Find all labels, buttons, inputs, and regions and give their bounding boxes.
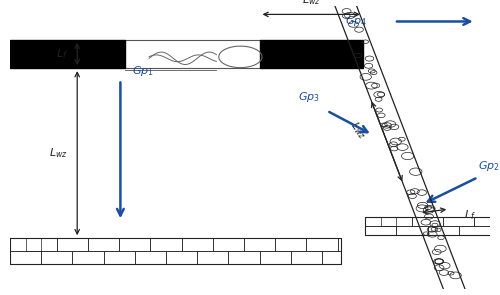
Bar (57, 238, 88, 251)
Bar (197, 251, 228, 264)
Bar (26, 238, 57, 251)
Text: $L_{wz}$: $L_{wz}$ (347, 119, 370, 142)
Bar (10, 238, 341, 264)
Text: $L_f$: $L_f$ (56, 47, 68, 61)
Bar (41, 251, 72, 264)
Text: $L_{wz}$: $L_{wz}$ (302, 0, 320, 7)
Bar (104, 251, 135, 264)
Bar (322, 251, 341, 264)
Bar (88, 238, 119, 251)
Text: $Gp_2$: $Gp_2$ (478, 159, 500, 173)
Bar (291, 251, 322, 264)
Text: $Gp_1$: $Gp_1$ (132, 64, 154, 78)
Bar (443, 217, 474, 226)
Text: $L_{wz}$: $L_{wz}$ (49, 146, 68, 160)
Text: $Gp_3$: $Gp_3$ (298, 90, 320, 104)
Bar (260, 40, 363, 68)
Bar (228, 251, 260, 264)
Text: $Gp_4$: $Gp_4$ (346, 14, 368, 29)
Bar (365, 217, 495, 235)
Bar (260, 251, 291, 264)
Bar (10, 251, 41, 264)
Bar (182, 238, 213, 251)
Bar (412, 217, 443, 226)
Bar (490, 226, 495, 235)
Bar (213, 238, 244, 251)
Bar (244, 238, 275, 251)
Bar (365, 226, 396, 235)
Bar (10, 238, 41, 251)
Bar (474, 217, 495, 226)
Bar (381, 217, 412, 226)
Bar (396, 226, 428, 235)
Bar (10, 40, 125, 68)
Bar (459, 226, 490, 235)
Bar (428, 226, 459, 235)
Bar (135, 251, 166, 264)
Bar (338, 238, 341, 251)
Bar (119, 238, 150, 251)
Bar (306, 238, 338, 251)
Bar (150, 238, 182, 251)
Bar (166, 251, 197, 264)
Bar (365, 217, 396, 226)
Bar (72, 251, 104, 264)
Text: $L_f$: $L_f$ (464, 208, 475, 222)
Bar (275, 238, 306, 251)
